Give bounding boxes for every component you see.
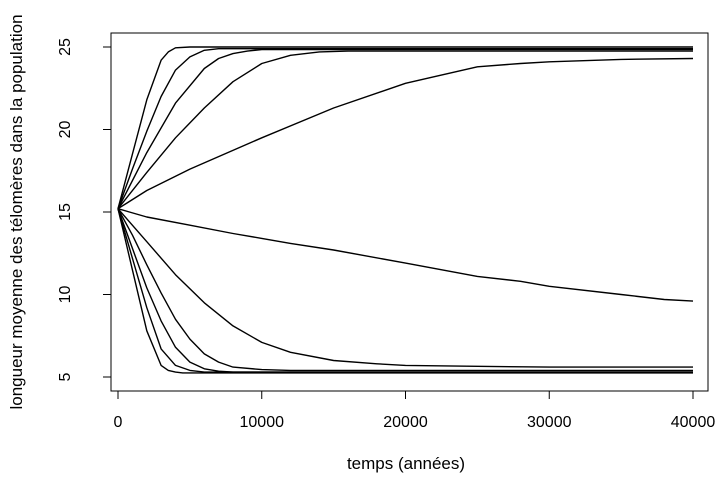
plot-frame bbox=[110, 32, 709, 392]
series-line-8 bbox=[117, 208, 693, 372]
y-tick-label: 5 bbox=[57, 372, 74, 381]
series-layer bbox=[117, 46, 694, 374]
y-tick-label: 20 bbox=[57, 121, 74, 139]
series-line-9 bbox=[117, 208, 693, 373]
y-axis: 5 10 15 20 25 bbox=[57, 38, 112, 381]
x-tick-label: 10000 bbox=[240, 414, 285, 431]
x-tick-label: 30000 bbox=[527, 414, 572, 431]
series-line-2 bbox=[117, 48, 693, 209]
y-tick-label: 10 bbox=[57, 286, 74, 304]
x-axis-label: temps (années) bbox=[347, 454, 465, 473]
y-tick-label: 25 bbox=[57, 38, 74, 56]
series-line-1 bbox=[117, 46, 693, 209]
x-tick-label: 0 bbox=[114, 414, 123, 431]
x-tick-label: 40000 bbox=[671, 414, 716, 431]
series-line-7 bbox=[117, 208, 693, 368]
y-tick-label: 15 bbox=[57, 203, 74, 221]
series-line-3 bbox=[117, 48, 693, 210]
y-axis-label: longueur moyenne des télomères dans la p… bbox=[7, 14, 26, 409]
series-line-5 bbox=[117, 57, 694, 210]
x-tick-label: 20000 bbox=[383, 414, 428, 431]
series-line-11 bbox=[117, 208, 693, 374]
series-line-6 bbox=[117, 208, 694, 302]
series-line-10 bbox=[117, 208, 693, 373]
series-line-4 bbox=[117, 50, 693, 210]
x-axis: 0 10000 20000 30000 40000 bbox=[114, 390, 716, 431]
